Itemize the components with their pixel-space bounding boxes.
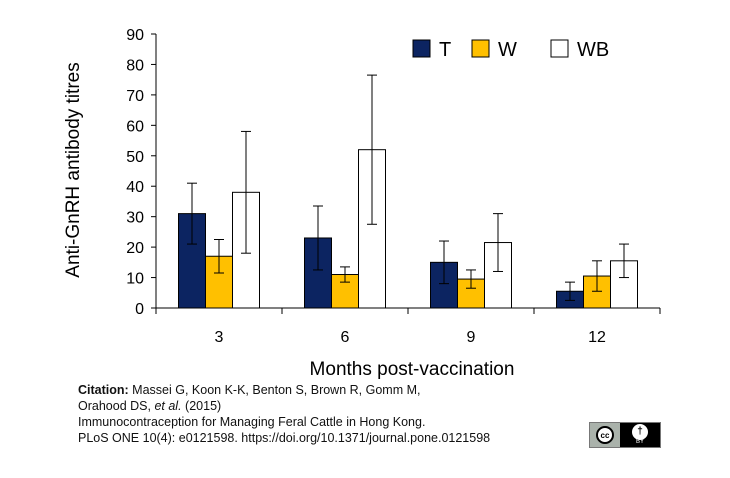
by-text: BY <box>635 439 644 445</box>
y-tick-label: 30 <box>126 210 144 227</box>
citation-authors-cont: Orahood DS, <box>78 399 151 413</box>
legend-swatch-W <box>471 39 490 58</box>
citation-title: Immunocontraception for Managing Feral C… <box>78 415 426 429</box>
citation-journal: PLoS ONE 10(4): e0121598. https://doi.or… <box>78 431 491 445</box>
cc-text: cc <box>600 430 610 440</box>
legend-label-WB: WB <box>577 39 609 61</box>
bar-WB-12 <box>610 260 638 309</box>
y-tick-label: 60 <box>126 118 144 135</box>
y-tick-label: 50 <box>126 149 144 166</box>
citation-year: (2015) <box>185 399 222 413</box>
x-tick-label-9: 9 <box>467 329 476 346</box>
x-axis-label: Months post-vaccination <box>310 359 515 380</box>
legend-swatch-WB <box>550 39 569 58</box>
legend-label-T: T <box>439 39 451 61</box>
citation-label: Citation: <box>78 383 129 397</box>
y-tick-label: 90 <box>126 27 144 44</box>
cc-logo: cc <box>590 423 620 447</box>
creative-commons-icon: cc <box>596 426 614 444</box>
citation-et-al: et al. <box>154 399 182 413</box>
attribution-person-icon: † <box>632 424 648 440</box>
y-tick-label: 0 <box>135 301 144 318</box>
person-glyph: † <box>637 426 643 437</box>
x-axis-ticks: 3 6 9 12 <box>155 308 661 346</box>
y-tick-label: 10 <box>126 271 144 288</box>
bars-group <box>178 74 638 309</box>
bar-chart: 0 10 20 30 40 50 60 70 80 90 3 6 9 12 Anti-GnRH anti… <box>63 27 661 380</box>
legend-swatch-T <box>412 39 431 58</box>
legend-label-W: W <box>498 39 517 61</box>
y-axis-label: Anti-GnRH antibody titres <box>63 62 84 277</box>
cc-by-license-badge: cc † BY <box>589 422 661 448</box>
citation-block: Citation: Massei G, Koon K-K, Benton S, … <box>78 382 490 446</box>
legend: T W WB <box>412 39 609 61</box>
y-tick-label: 80 <box>126 57 144 74</box>
x-tick-label-6: 6 <box>341 329 350 346</box>
by-section: † BY <box>620 423 660 447</box>
y-tick-label: 20 <box>126 240 144 257</box>
x-tick-label-12: 12 <box>588 329 606 346</box>
y-tick-label: 70 <box>126 88 144 105</box>
citation-authors: Massei G, Koon K-K, Benton S, Brown R, G… <box>132 383 421 397</box>
y-tick-label: 40 <box>126 179 144 196</box>
y-axis-ticks: 0 10 20 30 40 50 60 70 80 90 <box>126 27 156 318</box>
x-tick-label-3: 3 <box>215 329 224 346</box>
